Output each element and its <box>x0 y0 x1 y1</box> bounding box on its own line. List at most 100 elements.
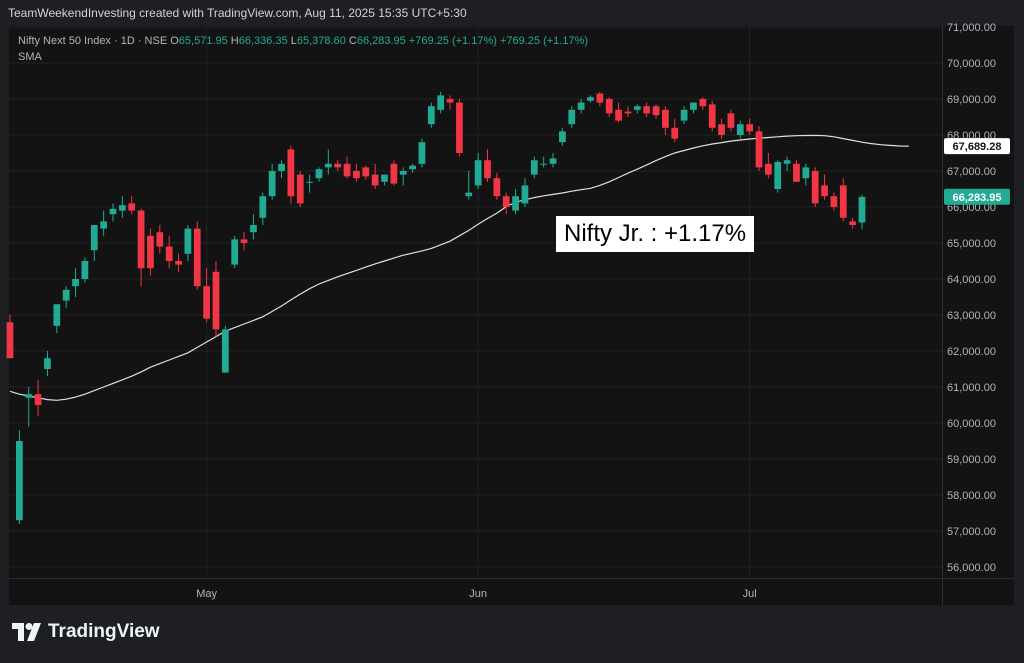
candle <box>250 214 257 240</box>
chart-caption: TeamWeekendInvesting created with Tradin… <box>0 0 1024 26</box>
candle <box>81 257 89 283</box>
candle <box>615 102 622 123</box>
candle-body <box>502 196 510 207</box>
candle <box>512 189 519 215</box>
candle <box>774 160 782 193</box>
candle-body <box>839 185 847 218</box>
candle-body <box>765 163 772 175</box>
legend-close-label: C <box>348 35 357 47</box>
candle <box>746 118 754 135</box>
candle <box>662 106 669 135</box>
candles-layer <box>6 91 866 524</box>
candle-body <box>568 109 576 125</box>
candle-body <box>296 174 304 204</box>
candle-body <box>615 109 622 121</box>
y-tick-label: 71,000.00 <box>947 22 996 34</box>
candle-body <box>530 160 538 175</box>
y-tick-label: 62,000.00 <box>947 346 996 358</box>
candle <box>109 203 117 222</box>
candle <box>568 106 576 128</box>
candle <box>147 228 154 276</box>
candle <box>577 99 585 114</box>
candle-body <box>100 221 107 229</box>
candle <box>296 171 304 207</box>
y-tick-label: 61,000.00 <box>947 382 996 394</box>
candle-body <box>343 163 351 177</box>
candle-body <box>793 163 800 182</box>
candle <box>90 225 98 261</box>
candle <box>324 149 332 175</box>
candle-body <box>72 279 79 287</box>
footer <box>0 605 1024 663</box>
legend-change-value: +769.25 (+1.17%) <box>408 35 497 47</box>
legend-indicator-row[interactable]: SMA <box>18 49 588 65</box>
legend-sma-label[interactable]: SMA <box>18 51 42 63</box>
legend-close-value: 66,283.95 <box>356 35 406 47</box>
candle <box>193 221 201 290</box>
legend-change-value-repeat: +769.25 (+1.17%) <box>499 35 589 47</box>
tradingview-logo[interactable]: TradingView <box>12 621 160 643</box>
candle <box>44 351 51 377</box>
y-tick-label: 69,000.00 <box>947 94 996 106</box>
candle-body <box>156 232 164 247</box>
candle-body <box>381 174 388 182</box>
candle <box>821 174 828 200</box>
candle-body <box>109 208 117 215</box>
candle <box>802 163 810 186</box>
candle <box>474 153 482 189</box>
legend-symbol[interactable]: Nifty Next 50 Index · 1D · NSE <box>18 35 168 47</box>
sma-price-tag: 67,689.28 <box>944 138 1010 155</box>
candle-body <box>353 171 360 179</box>
candle-body <box>662 109 669 128</box>
candle-body <box>81 261 89 279</box>
candle-body <box>652 106 660 116</box>
candle <box>53 304 61 333</box>
candle-body <box>137 210 145 269</box>
candle <box>184 225 192 261</box>
candle <box>399 167 407 186</box>
candle <box>100 210 107 236</box>
candle <box>212 261 220 337</box>
y-tick-label: 64,000.00 <box>947 274 996 286</box>
sma-layer <box>9 134 909 401</box>
candle-body <box>596 93 604 103</box>
candle <box>549 153 557 168</box>
candle-body <box>718 124 725 135</box>
candle-body <box>755 131 763 168</box>
candle-body <box>849 221 857 225</box>
y-tick-label: 63,000.00 <box>947 310 996 322</box>
candle <box>427 102 435 128</box>
candle <box>596 91 604 107</box>
candle-body <box>437 95 445 110</box>
candle <box>165 235 173 269</box>
candle <box>343 156 351 179</box>
candle <box>727 109 735 132</box>
candle-body <box>34 394 42 405</box>
candle <box>203 268 210 323</box>
candle <box>381 174 388 186</box>
candle <box>765 153 772 179</box>
candle-body <box>203 286 210 319</box>
legend-open-value: 65,571.95 <box>178 35 228 47</box>
y-tick-label: 58,000.00 <box>947 490 996 502</box>
candle-body <box>746 124 754 132</box>
sma-line <box>9 134 909 401</box>
candle-body <box>465 192 473 197</box>
x-tick-label: Jul <box>743 588 757 600</box>
candle <box>362 165 370 180</box>
candle-body <box>671 127 679 139</box>
candle-body <box>44 358 51 369</box>
candle-body <box>175 261 182 265</box>
candle-body <box>680 109 688 121</box>
annotation-label[interactable]: Nifty Jr. : +1.17% <box>556 216 755 252</box>
candle-body <box>409 165 416 170</box>
candle <box>680 106 688 125</box>
candle-body <box>699 99 707 107</box>
tradingview-logo-icon <box>12 623 41 641</box>
candle-body <box>446 99 454 103</box>
candle <box>371 163 379 189</box>
candle-body <box>25 394 33 398</box>
legend-high-value: 66,336.35 <box>238 35 288 47</box>
candle-body <box>559 131 566 143</box>
